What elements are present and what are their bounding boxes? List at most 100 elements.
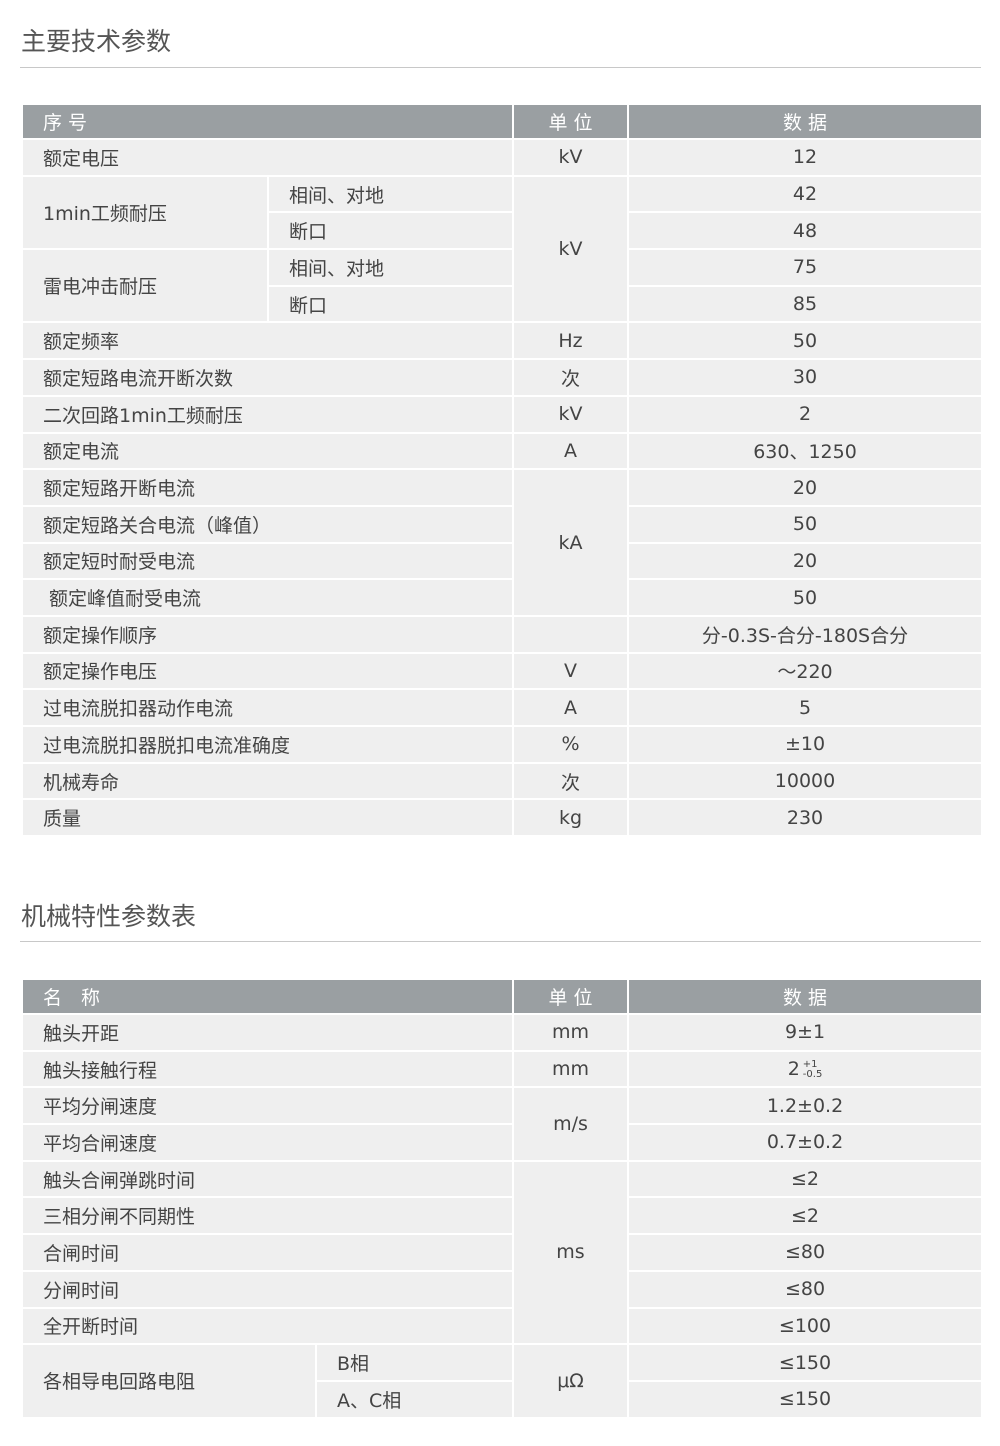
section-title-mechanical-params: 机械特性参数表 [21,902,197,931]
value-text: 630、1250 [753,441,857,464]
table-row: 平均分闸速度 m/s 1.2±0.2 [20,1086,984,1162]
table-row: 三相分闸不同期性 ≤2 [20,1196,984,1236]
param-unit: m/s [512,1086,630,1162]
table-row: 额定短时耐受电流 20 [20,541,984,581]
value-text: 2 [798,403,812,426]
table-row: 额定短路关合电流（峰值） 50 [20,504,984,544]
value-text: ≤80 [784,1278,826,1301]
param-subcondition: A、C相 [314,1379,515,1419]
table-row: 额定操作顺序 分-0.3S-合分-180S合分 [20,614,984,654]
param-name: 额定短时耐受电流 [20,541,515,581]
value-text: ≤150 [778,1351,832,1374]
divider [20,67,981,68]
value-text: 75 [792,256,818,279]
param-value: 630、1250 [627,431,984,471]
param-subcondition: B相 [314,1343,515,1382]
param-name: 平均合闸速度 [20,1123,515,1162]
param-value: 12 [627,138,984,177]
table-row: 额定电流 A 630、1250 [20,431,984,471]
table-row: 额定频率 Hz 50 [20,321,984,361]
param-name: 雷电冲击耐压 [21,248,269,324]
value-text: 20 [792,476,818,499]
table-row: A、C相 ≤150 [22,1379,984,1419]
param-unit: kV [512,174,630,324]
param-name: 质量 [20,798,515,838]
tolerance-plus: +1 [802,1058,818,1070]
param-name: 平均分闸速度 [20,1086,515,1126]
header-name: 序 号 [20,103,515,140]
value-text: ≤100 [778,1314,832,1337]
header-name: 名 称 [20,978,515,1015]
divider [20,941,981,942]
param-unit: V [512,651,630,691]
param-value: 9±1 [627,1013,984,1052]
param-unit: mm [512,1013,630,1052]
table-row: 额定电压 kV 12 [20,138,984,177]
param-name: 额定短路关合电流（峰值） [20,504,515,544]
value-text: 10000 [774,770,836,793]
param-name: 额定峰值耐受电流 [20,578,515,617]
table-row: 断口 85 [22,284,984,324]
table-row: 质量 kg 230 [20,798,984,838]
table-row: 触头接触行程 mm 2 +1 -0.5 [20,1049,984,1089]
mechanical-params-table: 名 称单 位数 据触头开距 mm 9±1 触头接触行程 mm 2 +1 -0.5 平均分闸速度 m… [20,978,984,1419]
param-name: 全开断时间 [20,1306,515,1346]
param-name: 分闸时间 [20,1269,515,1309]
tolerance: +1 -0.5 [802,1058,823,1080]
value-text: 1.2±0.2 [766,1094,844,1117]
value-text: 50 [792,586,818,609]
param-unit: A [512,688,630,727]
param-value: 20 [627,541,984,581]
param-value: 1.2±0.2 [627,1086,984,1126]
value-text: 分-0.3S-合分-180S合分 [701,624,909,647]
section-title-main-params: 主要技术参数 [21,27,172,56]
param-value: 230 [627,798,984,838]
param-value: ～220 [627,651,984,691]
value-text: ±10 [784,733,826,756]
param-subcondition: 断口 [266,284,515,324]
param-unit: Hz [512,321,630,361]
value-text: ≤2 [791,1204,820,1227]
table-row: 二次回路1min工频耐压 kV 2 [20,394,984,434]
param-value: 50 [627,578,984,617]
param-unit: kA [512,468,630,617]
value-text: 230 [786,806,824,829]
header-value: 数 据 [627,103,984,140]
table-row: 全开断时间 ≤100 [20,1306,984,1346]
table-row: 额定短路开断电流 kA 20 [20,468,984,617]
param-value: 50 [627,504,984,544]
value-text: 5 [798,696,812,719]
table-row: 触头开距 mm 9±1 [20,1013,984,1052]
param-value: 10000 [627,761,984,801]
table-row: 过电流脱扣器动作电流 A 5 [20,688,984,727]
table-row: 机械寿命次 10000 [20,761,984,801]
table-row: 触头合闸弹跳时间 ms ≤2 [20,1159,984,1346]
param-name: 过电流脱扣器动作电流 [20,688,515,727]
param-unit: 次 [512,358,630,397]
param-name: 额定操作顺序 [20,614,515,654]
param-name: 额定操作电压 [20,651,515,691]
value-text: 48 [792,219,818,242]
param-value: ≤150 [627,1343,984,1382]
param-name: 触头开距 [20,1013,515,1052]
header-row: 名 称单 位数 据 [20,978,984,1015]
param-value: 0.7±0.2 [627,1123,984,1162]
param-value: 2 [627,394,984,434]
param-unit: kg [512,798,630,838]
value-text: 42 [792,183,818,206]
param-unit: kV [512,138,630,177]
param-name: 额定电压 [20,138,515,177]
param-value: ≤80 [627,1233,984,1272]
value-text: 2 [787,1058,800,1081]
value-text: 12 [792,146,818,169]
table-row: 平均合闸速度 0.7±0.2 [20,1123,984,1162]
table-row: 断口 48 [22,211,984,251]
param-value: 75 [627,248,984,287]
main-params-table: 序 号单 位数 据额定电压 kV 12 1min工频耐压 相间、对地 kV 42 断口 48 雷电… [20,103,984,838]
param-value: 30 [627,358,984,397]
table-row: 过电流脱扣器脱扣电流准确度% ±10 [20,725,984,764]
param-name: 额定短路电流开断次数 [20,358,515,397]
param-name: 合闸时间 [20,1233,515,1272]
param-name: 额定短路开断电流 [20,468,515,507]
param-unit: A [512,431,630,471]
